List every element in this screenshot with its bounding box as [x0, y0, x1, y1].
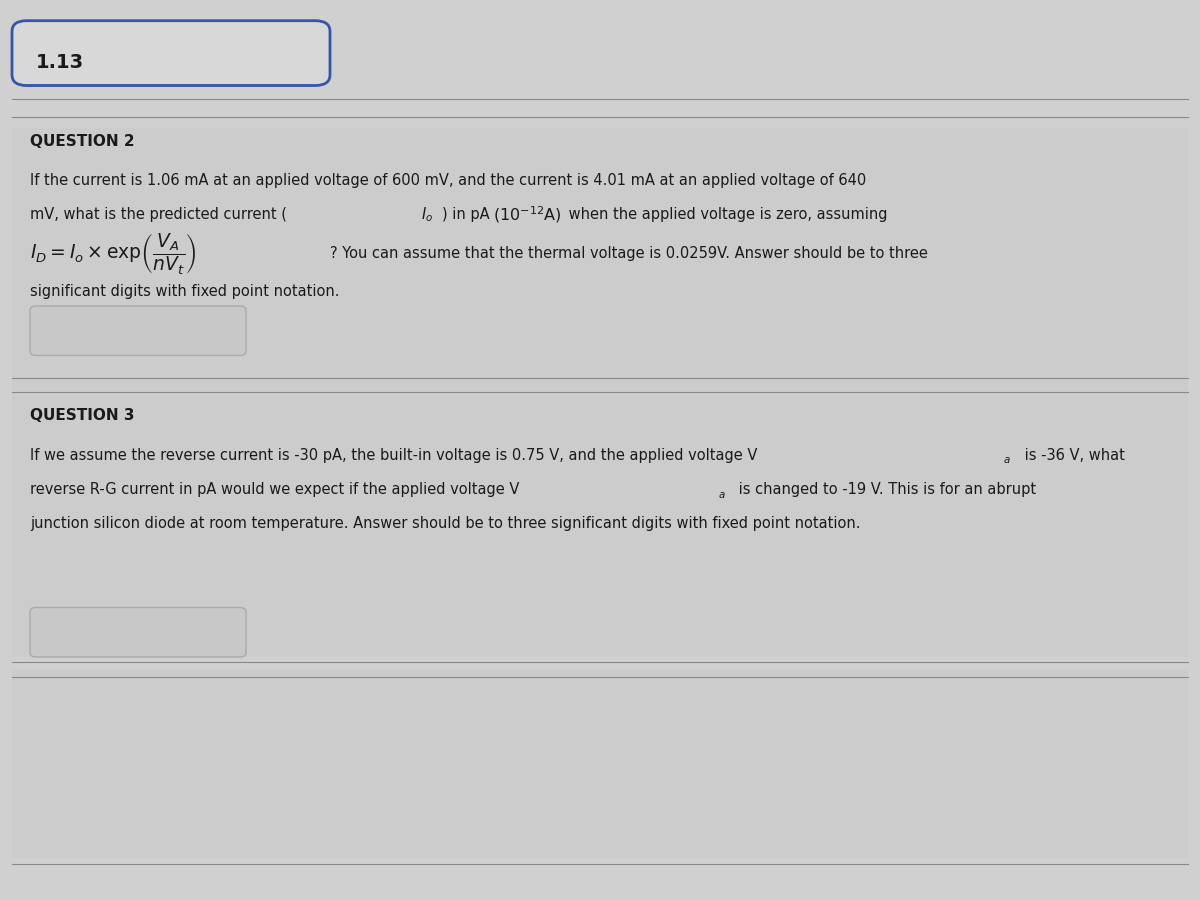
Text: QUESTION 2: QUESTION 2 [30, 134, 134, 148]
FancyBboxPatch shape [30, 608, 246, 657]
Text: $(10^{-12}$A): $(10^{-12}$A) [493, 204, 562, 225]
Text: $I_D = I_o \times \exp\!\left(\dfrac{V_A}{nV_t}\right)$: $I_D = I_o \times \exp\!\left(\dfrac{V_A… [30, 231, 197, 276]
Text: If the current is 1.06 mA at an applied voltage of 600 mV, and the current is 4.: If the current is 1.06 mA at an applied … [30, 173, 866, 187]
Text: is changed to -19 V. This is for an abrupt: is changed to -19 V. This is for an abru… [734, 482, 1037, 497]
Text: $_a$: $_a$ [718, 486, 725, 500]
Text: reverse R-G current in pA would we expect if the applied voltage V: reverse R-G current in pA would we expec… [30, 482, 520, 497]
FancyBboxPatch shape [12, 21, 330, 86]
FancyBboxPatch shape [12, 669, 1188, 858]
Text: junction silicon diode at room temperature. Answer should be to three significan: junction silicon diode at room temperatu… [30, 517, 860, 531]
Text: is -36 V, what: is -36 V, what [1020, 448, 1124, 463]
Text: ) in pA: ) in pA [442, 207, 494, 221]
Text: when the applied voltage is zero, assuming: when the applied voltage is zero, assumi… [564, 207, 888, 221]
Text: significant digits with fixed point notation.: significant digits with fixed point nota… [30, 284, 340, 299]
Text: ? You can assume that the thermal voltage is 0.0259V. Answer should be to three: ? You can assume that the thermal voltag… [330, 247, 928, 261]
Text: mV, what is the predicted current (: mV, what is the predicted current ( [30, 207, 287, 221]
Text: QUESTION 3: QUESTION 3 [30, 409, 134, 423]
FancyBboxPatch shape [12, 128, 1188, 657]
Text: $I_o$: $I_o$ [421, 205, 433, 223]
Text: 1.13: 1.13 [36, 53, 84, 73]
FancyBboxPatch shape [30, 306, 246, 356]
Text: $_a$: $_a$ [1003, 452, 1010, 466]
Text: If we assume the reverse current is -30 pA, the built-in voltage is 0.75 V, and : If we assume the reverse current is -30 … [30, 448, 757, 463]
